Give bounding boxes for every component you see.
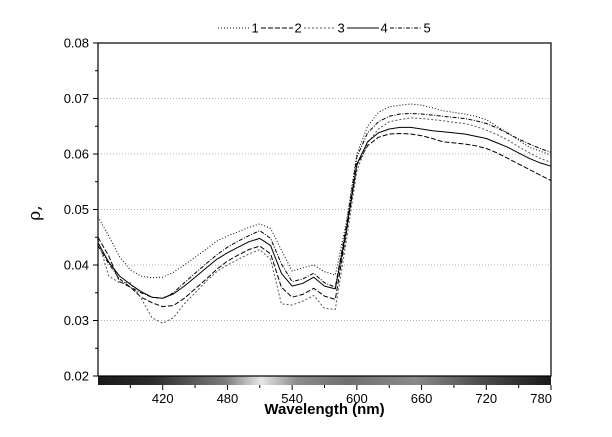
series-lines <box>97 103 552 324</box>
legend: 1 2 3 4 5 <box>218 21 431 36</box>
y-axis-title: ρ, <box>25 205 45 220</box>
series-line-1 <box>97 103 552 279</box>
x-tick-label: 660 <box>411 391 433 406</box>
y-tick-label: 0.07 <box>64 91 89 106</box>
y-tick-label: 0.03 <box>64 313 89 328</box>
series-line-2 <box>97 133 552 308</box>
legend-label-5: 5 <box>424 21 431 36</box>
x-tick-label: 720 <box>475 391 497 406</box>
legend-label-4: 4 <box>381 21 388 36</box>
legend-label-3: 3 <box>338 21 345 36</box>
spectrum-band <box>98 376 551 385</box>
y-tick-label: 0.02 <box>64 369 89 384</box>
y-tick-label: 0.04 <box>64 258 89 273</box>
legend-label-2: 2 <box>295 21 302 36</box>
axis-tick-labels: 0.02 0.03 0.04 0.05 0.06 0.07 0.08 420 480 540 600… <box>64 36 552 407</box>
y-tick-label: 0.05 <box>64 202 89 217</box>
grid-lines <box>98 98 551 321</box>
axis-ticks <box>93 42 552 390</box>
x-tick-label: 780 <box>530 391 552 406</box>
legend-label-1: 1 <box>252 21 259 36</box>
y-tick-label: 0.08 <box>64 36 89 51</box>
plot-background <box>98 43 551 376</box>
series-line-4 <box>97 126 552 299</box>
series-line-5 <box>97 113 552 299</box>
y-tick-label: 0.06 <box>64 147 89 162</box>
x-tick-label: 600 <box>346 391 368 406</box>
x-tick-label: 480 <box>217 391 239 406</box>
x-tick-label: 540 <box>281 391 303 406</box>
x-tick-label: 420 <box>152 391 174 406</box>
series-line-3 <box>97 117 552 324</box>
x-axis-title: Wavelength (nm) <box>264 401 384 418</box>
